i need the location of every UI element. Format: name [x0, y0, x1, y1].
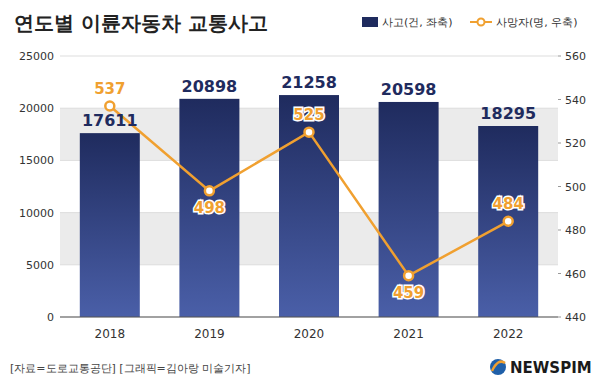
logo: NEWSPIM [510, 359, 592, 377]
y-tick-label: 10000 [19, 207, 54, 220]
title: 연도별 이륜자동차 교통사고 [14, 11, 268, 35]
y-tick-label: 25000 [19, 50, 54, 63]
grid-line [60, 56, 558, 57]
line-label: 484 [493, 195, 524, 213]
y2-tick [558, 273, 561, 274]
y2-tick-label: 460 [565, 268, 586, 281]
y-tick-label: 5000 [26, 259, 54, 272]
line-marker [404, 271, 413, 280]
line-label: 537 [94, 80, 125, 98]
y-tick-label: 15000 [19, 154, 54, 167]
logo-icon [490, 359, 506, 375]
line-label: 459 [393, 284, 424, 302]
logo-icon-swoosh [492, 362, 505, 371]
chart: 연도별 이륜자동차 교통사고 사고(건, 좌축) 사망자(명, 우축) 0 5000 10… [0, 0, 600, 390]
line-marker [504, 217, 513, 226]
x-tick-label: 2019 [194, 327, 225, 341]
source: [자료=도로교통공단] [그래픽=김아랑 미술기자] [10, 362, 251, 375]
line [110, 106, 508, 276]
bar-label: 20598 [381, 80, 437, 99]
bar [478, 126, 538, 317]
grid [60, 56, 558, 317]
y2-tick [558, 230, 561, 231]
legend-label: 사고(건, 좌축) [382, 16, 453, 29]
x-axis [60, 317, 558, 318]
line-marker [205, 186, 214, 195]
line-marker [305, 128, 314, 137]
bar-label: 17611 [82, 111, 138, 130]
grid-line [60, 317, 558, 318]
legend-label: 사망자(명, 우축) [496, 16, 578, 29]
y-tick-label: 0 [47, 311, 54, 324]
bar [179, 99, 239, 317]
y2-tick [558, 143, 561, 144]
legend-marker [478, 19, 485, 26]
x-tick-label: 2018 [95, 327, 126, 341]
y-tick-label: 20000 [19, 102, 54, 115]
x-tick-label: 2021 [393, 327, 424, 341]
bar-label: 18295 [480, 104, 536, 123]
marks [80, 95, 538, 317]
bar [279, 95, 339, 317]
y2-tick-label: 500 [565, 181, 586, 194]
y2-tick [558, 99, 561, 100]
line-marker [105, 102, 114, 111]
y2-tick-label: 520 [565, 137, 586, 150]
y2-tick-label: 440 [565, 311, 586, 324]
y2-tick-label: 480 [565, 224, 586, 237]
y2-tick [558, 186, 561, 187]
legend: 사고(건, 좌축) 사망자(명, 우축) [362, 16, 578, 29]
bar [379, 102, 439, 317]
legend-swatch [362, 17, 378, 27]
y2-tick [558, 56, 561, 57]
y2-tick-label: 540 [565, 94, 586, 107]
y2-tick [558, 317, 561, 318]
x-tick-label: 2022 [493, 327, 524, 341]
bar-label: 21258 [281, 73, 337, 92]
line-label: 498 [194, 199, 225, 217]
x-tick-label: 2020 [294, 327, 325, 341]
bar [80, 133, 140, 317]
bar-label: 20898 [182, 77, 238, 96]
y2-tick-label: 560 [565, 50, 586, 63]
line-label: 525 [293, 106, 324, 124]
